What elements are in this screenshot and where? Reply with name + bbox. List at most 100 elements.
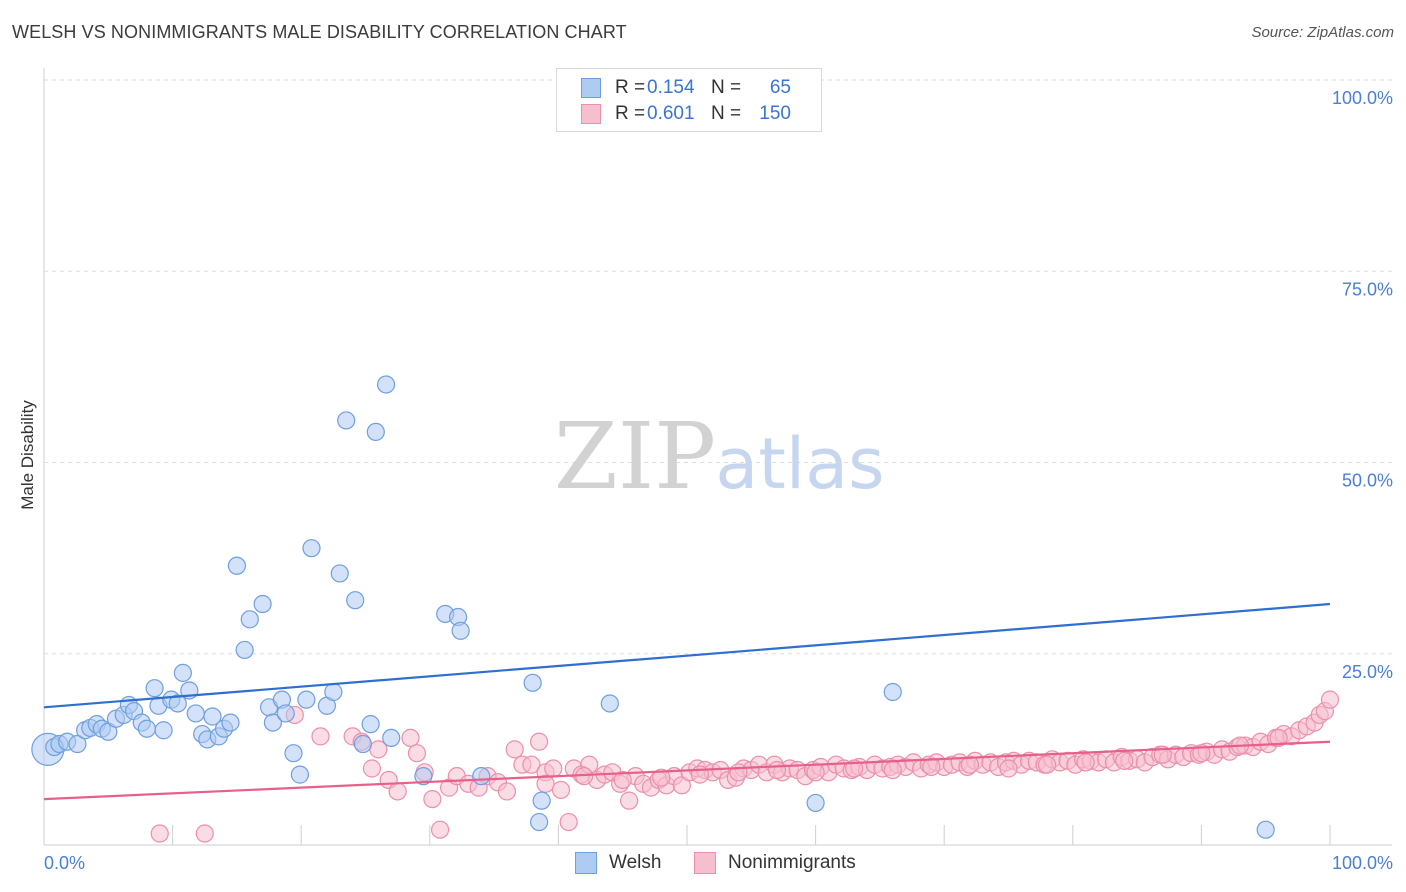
x-tick-label: 0.0% [44,853,85,873]
welsh-point [227,556,246,575]
y-tick-label: 100.0% [1332,88,1393,108]
legend-item-welsh[interactable]: Welsh [575,852,661,874]
welsh-point [290,765,310,784]
nonimmigrants-point [652,768,671,787]
welsh-legend-swatch [575,852,597,874]
nonimmigrants-point [407,744,427,763]
welsh-point [154,721,173,740]
nonimmigrants-n-value: 150 [759,103,791,124]
nonimmigrants-point [505,740,524,759]
welsh-point [221,713,240,732]
welsh-point [186,704,205,723]
legend-item-nonimmigrants[interactable]: Nonimmigrants [694,852,856,874]
nonimmigrants-swatch [581,104,601,124]
nonimmigrants-point [767,760,787,780]
nonimmigrants-point [806,763,825,782]
welsh-swatch [581,78,601,98]
welsh-point [263,713,283,732]
y-tick-label: 75.0% [1342,279,1393,299]
welsh-point [297,690,316,709]
welsh-point [68,734,87,754]
watermark-zip: ZIP [554,403,716,510]
welsh-point [1256,820,1275,839]
correlation-legend: R = 0.154 N = 65 R = 0.601 N = 150 [556,68,822,132]
nonimmigrants-legend-swatch [694,852,716,874]
welsh-point [276,704,295,723]
welsh-point [353,734,373,754]
welsh-n-value: 65 [769,77,791,98]
nonimmigrants-point [729,763,748,782]
welsh-point [382,728,401,748]
source-label: Source: ZipAtlas.com [1251,24,1394,41]
nonimmigrants-r-value: 0.601 [647,103,695,124]
nonimmigrants-point [922,757,941,777]
welsh-point [284,744,303,763]
welsh-point [168,694,187,713]
nonimmigrants-point [150,824,169,843]
welsh-point [530,812,549,832]
welsh-point [203,707,222,726]
welsh-point [253,594,272,614]
nonimmigrants-point [559,812,578,832]
welsh-point [472,767,491,786]
welsh-legend-label: Welsh [609,852,662,873]
nonimmigrants-point [544,759,563,778]
welsh-point [145,679,164,698]
welsh-r-value: 0.154 [647,77,695,98]
welsh-point [330,564,349,583]
welsh-point [337,411,356,430]
nonimmigrants-point [430,820,450,839]
welsh-point [137,719,156,738]
nonimmigrants-point [522,755,541,774]
welsh-point [883,682,902,702]
welsh-trend-line [43,602,1331,709]
nonimmigrants-point [423,789,442,809]
welsh-point [173,663,192,682]
nonimmigrants-point [311,727,330,746]
nonimmigrants-point [1037,755,1057,774]
welsh-point [324,682,343,702]
welsh-point [451,621,470,640]
nonimmigrants-point [1192,744,1211,763]
nonimmigrants-r-label: R = [615,103,646,124]
welsh-point [532,791,551,810]
welsh-point [361,715,380,734]
watermark-atlas: atlas [715,423,884,505]
welsh-point [376,375,396,394]
y-tick-label: 50.0% [1342,471,1393,491]
nonimmigrants-point [530,732,549,751]
nonimmigrants-legend-label: Nonimmigrants [728,852,856,873]
welsh-point [806,793,825,813]
data-points [31,70,1340,843]
legend-row-nonimmigrants: R = 0.601 N = 150 [581,101,791,127]
welsh-n-label: N = [711,77,742,98]
nonimmigrants-point [1269,728,1288,748]
nonimmigrants-point [1320,690,1340,709]
nonimmigrants-point [497,782,517,801]
welsh-point [240,610,259,629]
nonimmigrants-point [362,759,382,778]
welsh-point [600,694,619,713]
welsh-point [414,767,433,786]
nonimmigrants-point [195,824,214,843]
legend-row-welsh: R = 0.154 N = 65 [581,75,791,101]
y-tick-label: 25.0% [1342,662,1393,682]
nonimmigrants-point [1153,745,1172,764]
nonimmigrants-point [536,774,555,793]
nonimmigrants-point [1115,751,1134,770]
nonimmigrants-point [999,759,1018,778]
welsh-point [366,422,385,441]
nonimmigrants-n-label: N = [711,103,742,124]
chart-title: WELSH VS NONIMMIGRANTS MALE DISABILITY C… [12,22,627,42]
trend-lines [43,602,1331,801]
welsh-point [346,591,365,610]
nonimmigrants-point [551,780,571,800]
nonimmigrants-point [613,770,632,790]
welsh-point [302,539,321,558]
nonimmigrants-point [883,760,902,780]
nonimmigrants-point [845,759,864,778]
welsh-point [523,673,542,692]
welsh-point [235,640,254,660]
tick-labels: 25.0% 50.0% 75.0% 100.0% 0.0% 100.0% [44,88,1393,873]
